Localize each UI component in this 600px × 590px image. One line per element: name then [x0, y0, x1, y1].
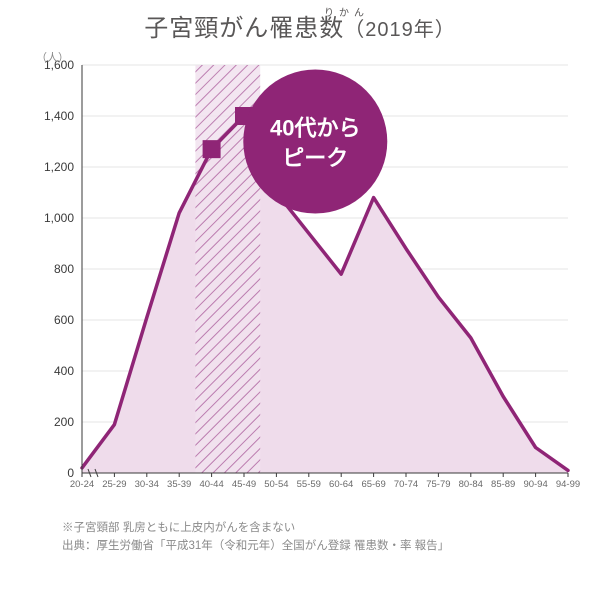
svg-text:30-34: 30-34: [135, 479, 159, 490]
svg-text:65-69: 65-69: [361, 479, 385, 490]
svg-text:80-84: 80-84: [459, 479, 483, 490]
title-ruby: りかん: [324, 4, 369, 19]
title-year: （2019年）: [344, 19, 456, 41]
svg-text:70-74: 70-74: [394, 479, 418, 490]
svg-text:35-39: 35-39: [167, 479, 191, 490]
svg-text:60-64: 60-64: [329, 479, 353, 490]
footnote-2: 出典：厚生労働省「平成31年（令和元年）全国がん登録 罹患数・率 報告」: [62, 537, 580, 555]
title-main: 子宮頸がん罹患数: [144, 15, 344, 42]
svg-text:90-94: 90-94: [523, 479, 547, 490]
svg-text:0: 0: [67, 466, 74, 480]
chart-region: （人） 02004006008001,0001,2001,4001,60020-…: [20, 43, 580, 513]
footnotes: ※子宮頸部 乳房ともに上皮内がんを含まない 出典：厚生労働省「平成31年（令和元…: [20, 513, 580, 556]
svg-text:1,200: 1,200: [44, 160, 74, 174]
svg-text:1,400: 1,400: [44, 109, 74, 123]
svg-text:75-79: 75-79: [426, 479, 450, 490]
svg-text:ピーク: ピーク: [282, 146, 348, 171]
svg-text:85-89: 85-89: [491, 479, 515, 490]
svg-text:400: 400: [54, 364, 74, 378]
svg-text:800: 800: [54, 262, 74, 276]
svg-text:600: 600: [54, 313, 74, 327]
svg-text:25-29: 25-29: [102, 479, 126, 490]
chart-title-block: りかん 子宮頸がん罹患数（2019年）: [0, 0, 600, 43]
svg-text:94-99: 94-99: [556, 479, 580, 490]
svg-text:55-59: 55-59: [297, 479, 321, 490]
svg-text:20-24: 20-24: [70, 479, 94, 490]
chart-title: 子宮頸がん罹患数（2019年）: [144, 15, 456, 42]
svg-text:200: 200: [54, 415, 74, 429]
cervical-cancer-chart: 02004006008001,0001,2001,4001,60020-2425…: [20, 43, 580, 513]
svg-text:45-49: 45-49: [232, 479, 256, 490]
svg-text:40-44: 40-44: [199, 479, 223, 490]
footnote-1: ※子宮頸部 乳房ともに上皮内がんを含まない: [62, 519, 580, 537]
svg-text:1,000: 1,000: [44, 211, 74, 225]
svg-text:50-54: 50-54: [264, 479, 288, 490]
y-unit-label: （人）: [36, 49, 69, 65]
svg-text:40代から: 40代から: [270, 116, 360, 141]
